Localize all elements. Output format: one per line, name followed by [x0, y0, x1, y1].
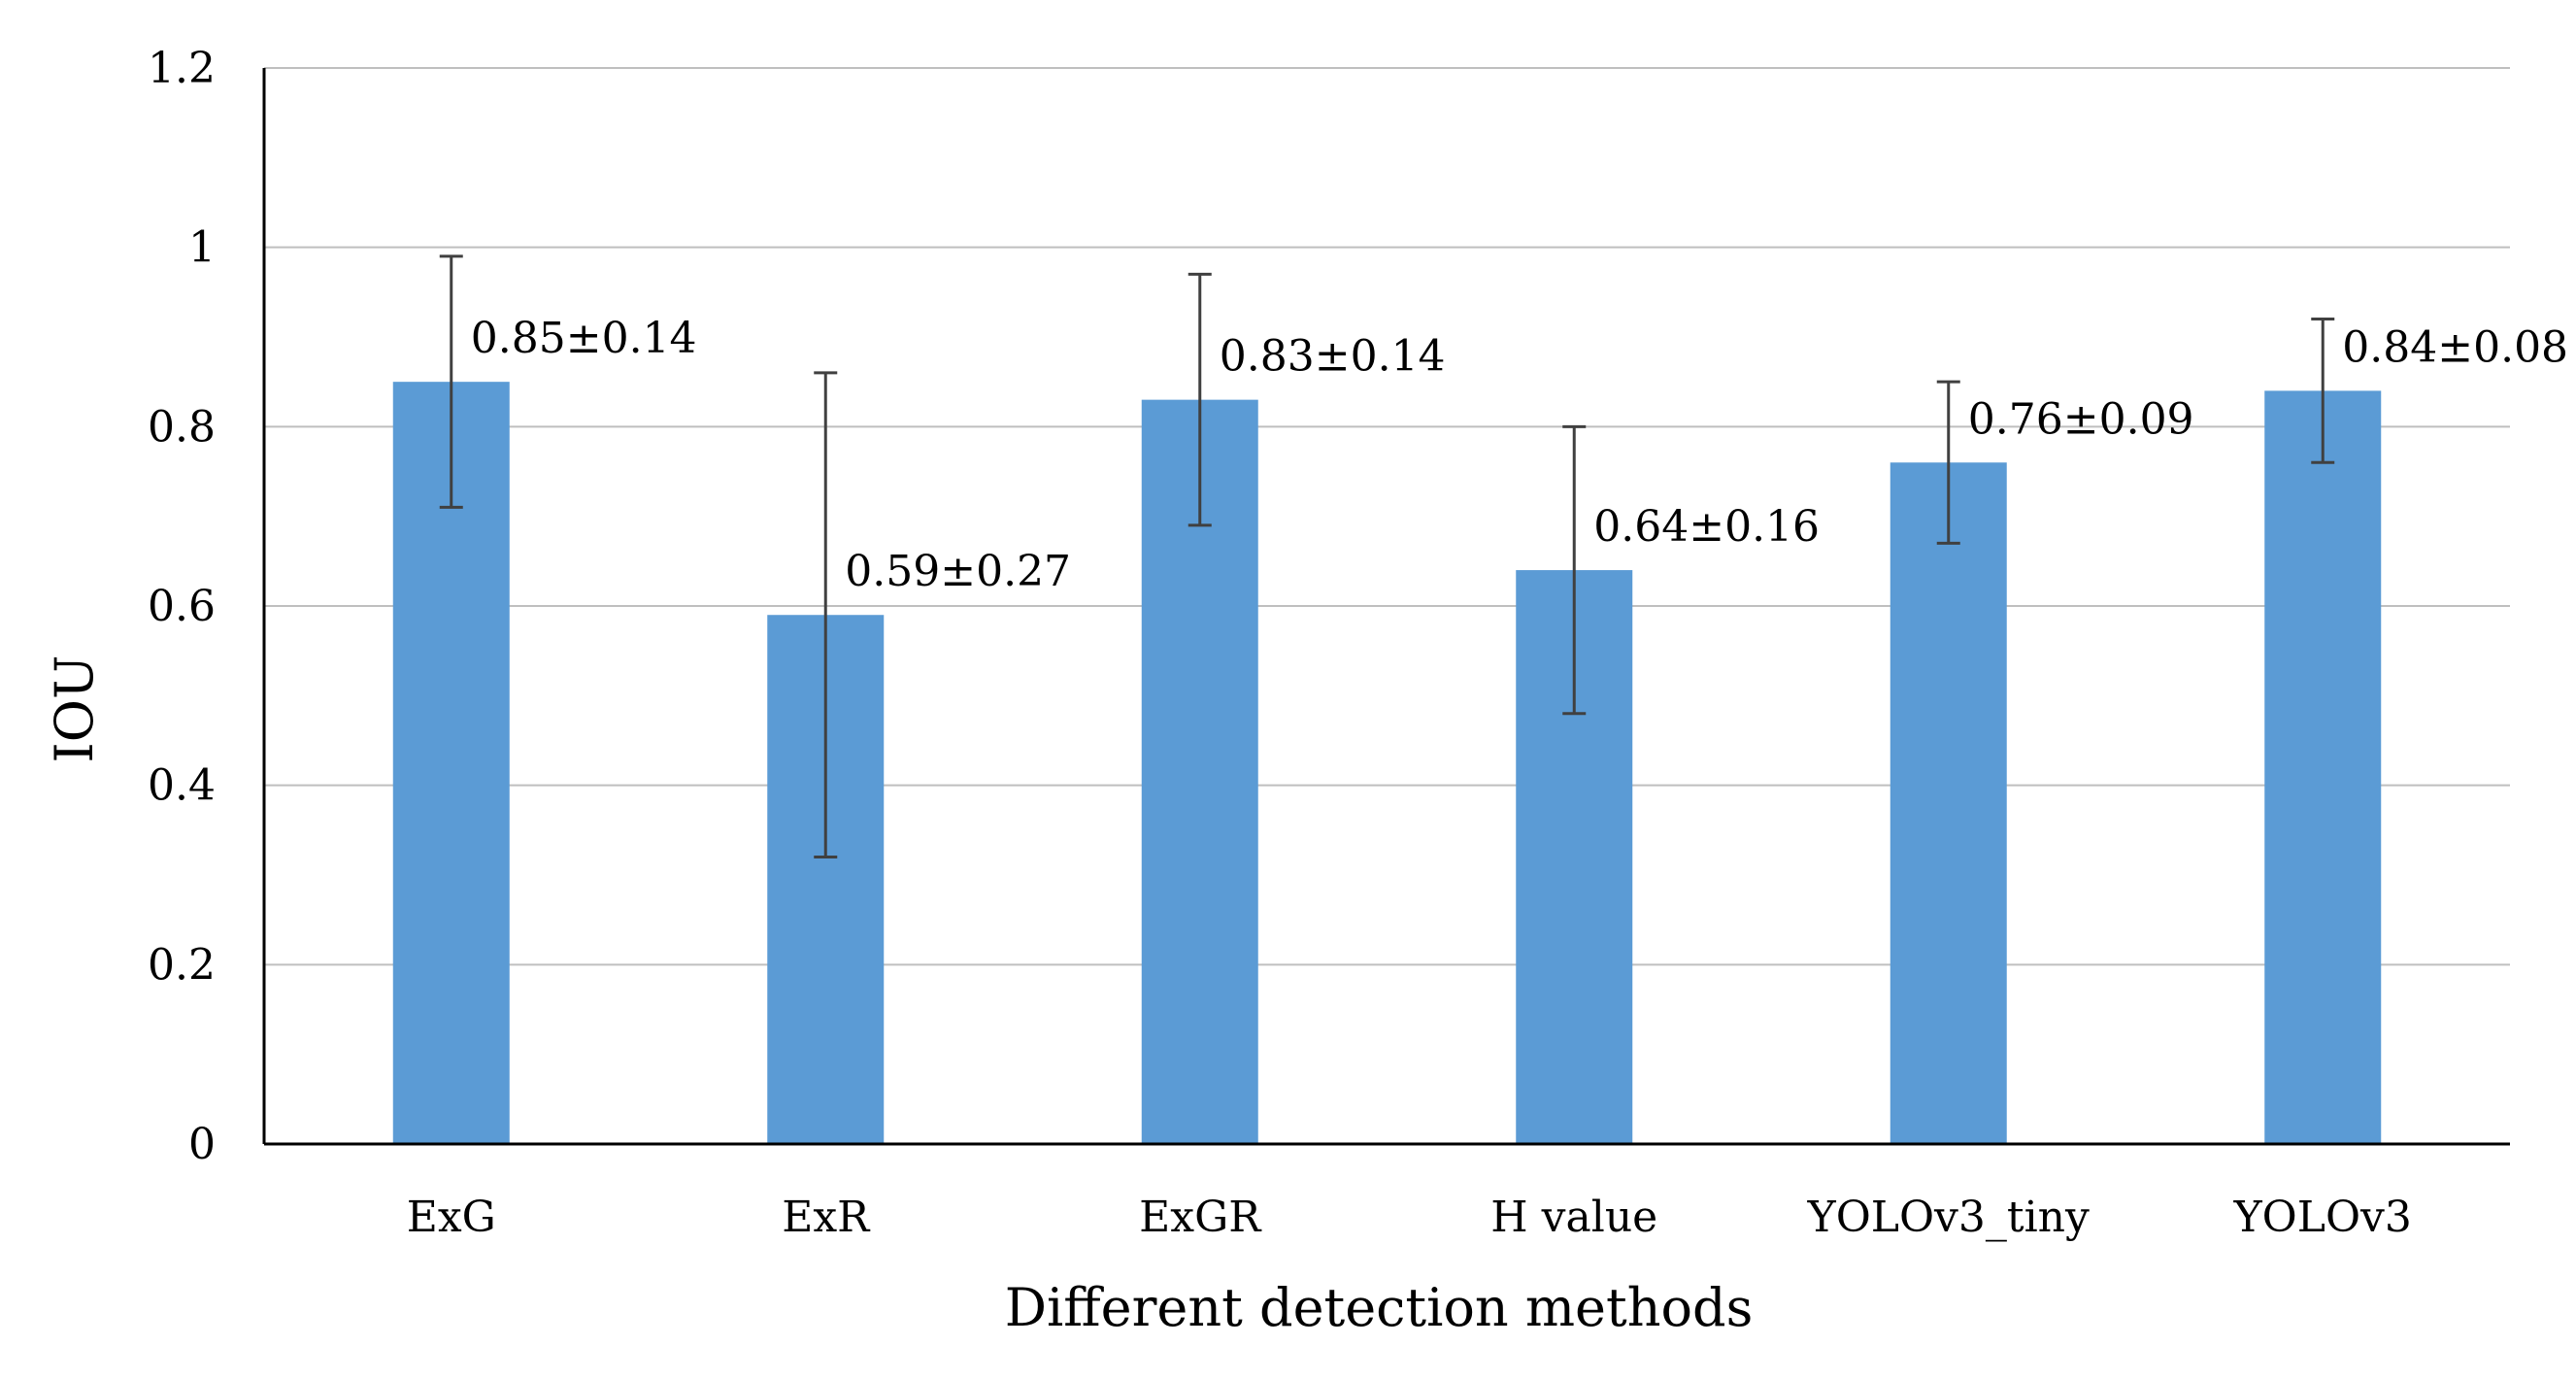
error-bar	[1936, 380, 1960, 545]
bar-exg	[392, 382, 510, 1145]
error-bar	[1188, 272, 1212, 527]
data-label: 0.85±0.14	[471, 314, 697, 363]
y-tick-labels: 0 0.2 0.4 0.6 0.8 1 1.2	[148, 44, 216, 1169]
y-tick-label: 0.8	[148, 402, 216, 452]
bar-yolov3	[2264, 390, 2382, 1144]
data-label: 0.64±0.16	[1593, 502, 1820, 552]
data-label: 0.76±0.09	[1968, 394, 2194, 444]
data-labels: 0.85±0.14 0.59±0.27 0.83±0.14 0.64±0.16 0.76…	[471, 314, 2568, 596]
x-tick-label: ExR	[782, 1193, 871, 1242]
y-axis-title: IOU	[44, 655, 105, 762]
x-tick-label: ExGR	[1139, 1193, 1262, 1242]
x-tick-label: H value	[1490, 1193, 1657, 1242]
y-tick-label: 0	[188, 1120, 216, 1169]
x-tick-labels: ExG ExR ExGR H value YOLOv3_tiny YOLOv3	[407, 1193, 2412, 1242]
x-axis-title: Different detection methods	[1005, 1277, 1754, 1338]
y-tick-label: 1.2	[148, 44, 216, 93]
data-label: 0.59±0.27	[845, 547, 1071, 596]
axes	[262, 68, 2510, 1146]
gridlines	[264, 67, 2510, 966]
bar-yolov3-tiny	[1890, 462, 2007, 1144]
x-tick-label: YOLOv3_tiny	[1807, 1193, 2090, 1242]
error-bar	[439, 254, 463, 509]
x-tick-label: ExG	[407, 1193, 496, 1242]
error-bar	[814, 371, 838, 859]
y-tick-label: 1	[188, 223, 216, 273]
y-tick-label: 0.2	[148, 940, 216, 990]
y-tick-label: 0.4	[148, 761, 216, 811]
bars	[392, 382, 2382, 1145]
y-tick-label: 0.6	[148, 582, 216, 631]
x-tick-label: YOLOv3	[2233, 1193, 2412, 1242]
error-bar	[2311, 318, 2335, 464]
error-bars	[439, 254, 2335, 859]
error-bar	[1562, 424, 1587, 716]
data-label: 0.84±0.08	[2342, 322, 2568, 372]
data-label: 0.83±0.14	[1220, 332, 1446, 382]
